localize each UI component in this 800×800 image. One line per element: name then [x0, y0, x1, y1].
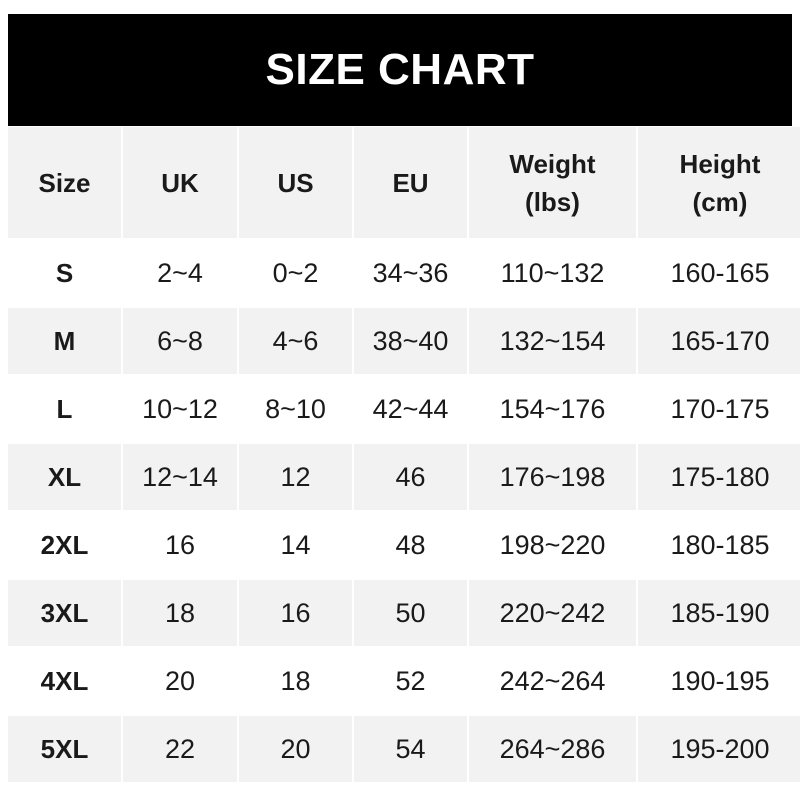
table-row: L 10~12 8~10 42~44 154~176 170-175 [8, 376, 800, 442]
cell-size: S [8, 240, 121, 306]
cell-height: 165-170 [638, 308, 800, 374]
size-chart-title: SIZE CHART [8, 14, 792, 126]
cell-weight: 154~176 [469, 376, 636, 442]
cell-weight: 220~242 [469, 580, 636, 646]
cell-weight: 242~264 [469, 648, 636, 714]
cell-us: 12 [239, 444, 352, 510]
header-row: Size UK US EU Weight (lbs) Height (cm) [8, 127, 800, 238]
cell-height: 180-185 [638, 512, 800, 578]
cell-uk: 6~8 [123, 308, 237, 374]
table-row: 4XL 20 18 52 242~264 190-195 [8, 648, 800, 714]
cell-weight: 176~198 [469, 444, 636, 510]
header-eu: EU [354, 127, 467, 238]
header-weight: Weight (lbs) [469, 127, 636, 238]
cell-us: 20 [239, 716, 352, 782]
cell-us: 0~2 [239, 240, 352, 306]
cell-size: XL [8, 444, 121, 510]
cell-uk: 12~14 [123, 444, 237, 510]
cell-size: 5XL [8, 716, 121, 782]
cell-weight: 132~154 [469, 308, 636, 374]
cell-eu: 46 [354, 444, 467, 510]
table-row: 3XL 18 16 50 220~242 185-190 [8, 580, 800, 646]
cell-uk: 16 [123, 512, 237, 578]
header-height: Height (cm) [638, 127, 800, 238]
header-label: Weight (lbs) [509, 148, 596, 217]
cell-height: 170-175 [638, 376, 800, 442]
header-label: Size [38, 167, 91, 198]
table-row: 5XL 22 20 54 264~286 195-200 [8, 716, 800, 782]
cell-eu: 52 [354, 648, 467, 714]
cell-uk: 2~4 [123, 240, 237, 306]
cell-uk: 22 [123, 716, 237, 782]
header-label: UK [161, 167, 199, 198]
cell-size: 2XL [8, 512, 121, 578]
cell-eu: 38~40 [354, 308, 467, 374]
cell-us: 14 [239, 512, 352, 578]
table-row: XL 12~14 12 46 176~198 175-180 [8, 444, 800, 510]
cell-size: 4XL [8, 648, 121, 714]
cell-height: 195-200 [638, 716, 800, 782]
cell-us: 18 [239, 648, 352, 714]
header-label: EU [392, 167, 429, 198]
cell-height: 160-165 [638, 240, 800, 306]
cell-height: 185-190 [638, 580, 800, 646]
cell-us: 8~10 [239, 376, 352, 442]
cell-height: 190-195 [638, 648, 800, 714]
cell-eu: 48 [354, 512, 467, 578]
cell-eu: 54 [354, 716, 467, 782]
header-us: US [239, 127, 352, 238]
header-uk: UK [123, 127, 237, 238]
table-row: 2XL 16 14 48 198~220 180-185 [8, 512, 800, 578]
header-size: Size [8, 127, 121, 238]
cell-uk: 18 [123, 580, 237, 646]
cell-height: 175-180 [638, 444, 800, 510]
cell-weight: 264~286 [469, 716, 636, 782]
size-chart-table: Size UK US EU Weight (lbs) Height (cm) S… [6, 125, 800, 784]
header-label: US [277, 167, 314, 198]
header-label: Height (cm) [679, 148, 761, 217]
cell-uk: 10~12 [123, 376, 237, 442]
cell-eu: 50 [354, 580, 467, 646]
cell-eu: 34~36 [354, 240, 467, 306]
cell-weight: 198~220 [469, 512, 636, 578]
cell-us: 4~6 [239, 308, 352, 374]
cell-uk: 20 [123, 648, 237, 714]
table-row: S 2~4 0~2 34~36 110~132 160-165 [8, 240, 800, 306]
cell-us: 16 [239, 580, 352, 646]
cell-size: 3XL [8, 580, 121, 646]
cell-eu: 42~44 [354, 376, 467, 442]
cell-size: L [8, 376, 121, 442]
table-row: M 6~8 4~6 38~40 132~154 165-170 [8, 308, 800, 374]
cell-weight: 110~132 [469, 240, 636, 306]
cell-size: M [8, 308, 121, 374]
